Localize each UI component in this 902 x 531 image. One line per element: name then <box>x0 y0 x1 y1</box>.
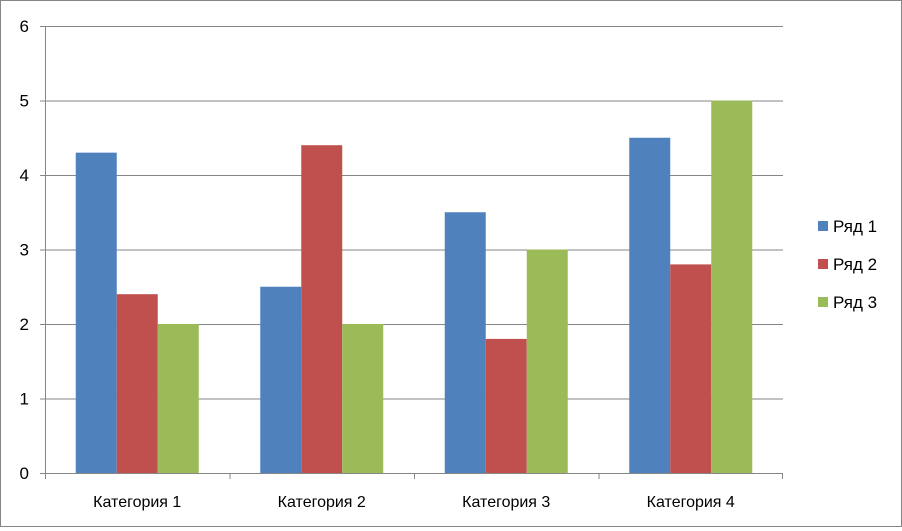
bar-3-3 <box>526 249 568 473</box>
bar-1-4 <box>629 137 671 473</box>
legend-label-1: Ряд 1 <box>833 217 877 236</box>
y-tick-label: 0 <box>20 464 29 483</box>
y-tick-label: 6 <box>20 17 29 36</box>
y-tick-label: 4 <box>20 166 29 185</box>
legend-label-2: Ряд 2 <box>833 255 877 274</box>
x-tick-label: Категория 3 <box>462 494 550 511</box>
y-tick-label: 3 <box>20 241 29 260</box>
legend: Ряд 1 Ряд 2 Ряд 3 <box>818 217 877 312</box>
legend-swatch-2 <box>818 259 828 269</box>
bar-3-1 <box>157 324 199 473</box>
axes: 0 1 2 3 4 5 6 Категория 1 Категория 2 Категория 3… <box>20 17 783 511</box>
x-tick-label: Категория 1 <box>93 494 181 511</box>
legend-label-3: Ряд 3 <box>833 293 877 312</box>
legend-swatch-1 <box>818 221 828 231</box>
bars <box>75 100 753 473</box>
x-tick-label: Категория 4 <box>647 494 735 511</box>
bar-1-2 <box>260 286 302 473</box>
bar-2-2 <box>301 145 343 473</box>
legend-swatch-3 <box>818 297 828 307</box>
bar-2-4 <box>670 264 712 473</box>
bar-2-3 <box>485 338 527 473</box>
y-tick-label: 2 <box>20 315 29 334</box>
y-tick-label: 1 <box>20 390 29 409</box>
bar-2-1 <box>116 294 158 473</box>
y-tick-label: 5 <box>20 92 29 111</box>
bar-3-4 <box>711 100 753 473</box>
bar-3-2 <box>342 324 384 473</box>
bar-1-3 <box>444 212 486 473</box>
bar-1-1 <box>75 152 117 473</box>
x-tick-label: Категория 2 <box>278 494 366 511</box>
